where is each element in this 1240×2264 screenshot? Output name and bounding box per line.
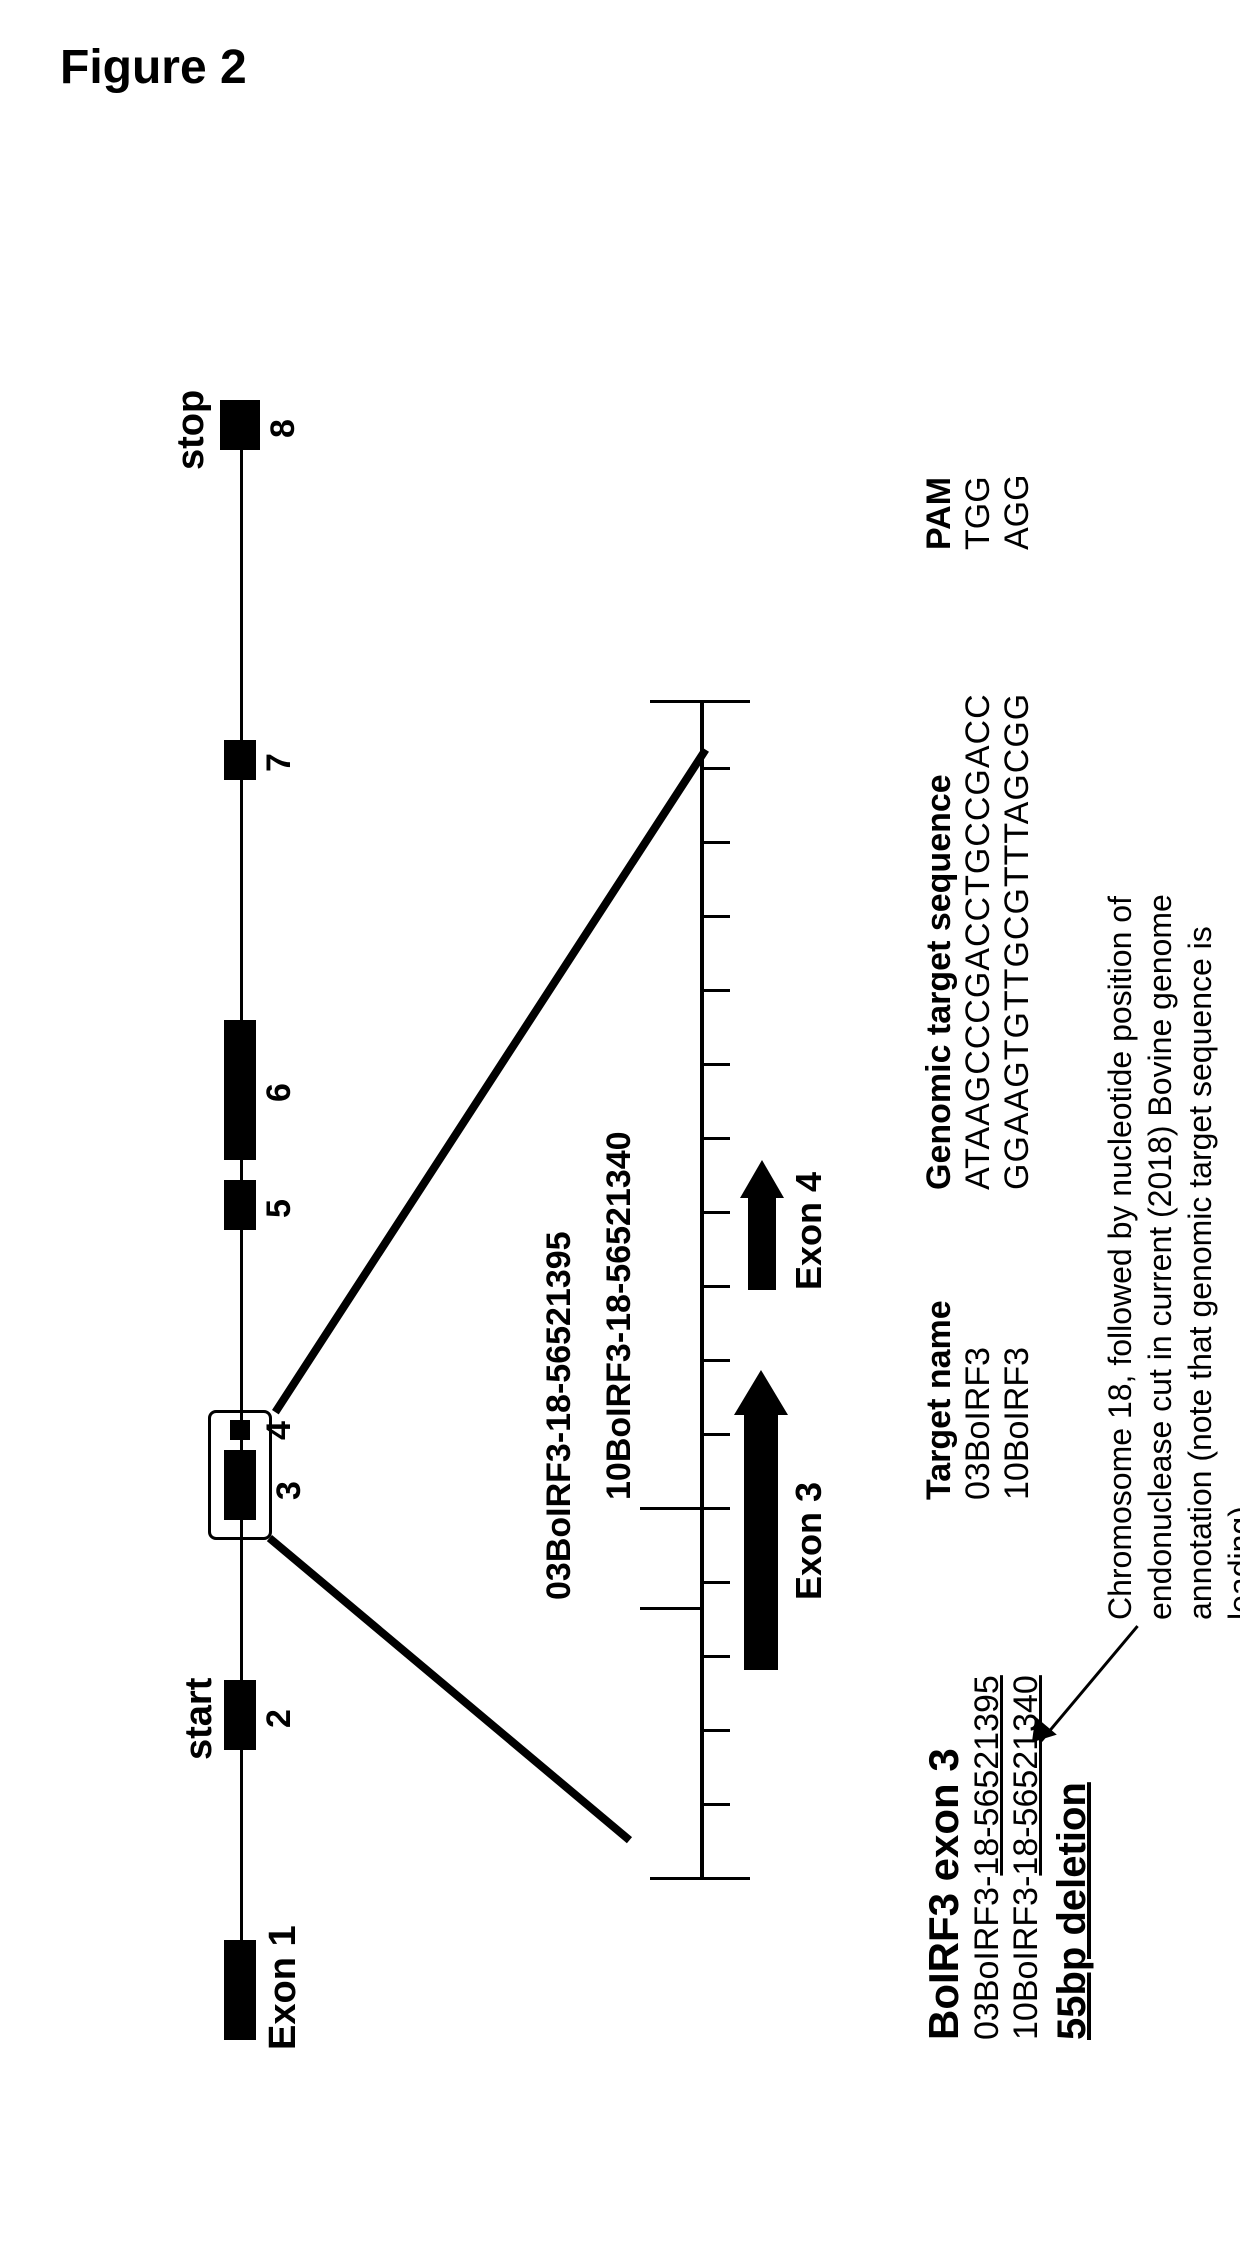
- target10-tick: [640, 1507, 700, 1510]
- note-line-1: Chromosome 18, followed by nucleotide po…: [1100, 894, 1140, 1620]
- exon8-n: 8: [264, 419, 303, 438]
- ruler-endcap-right: [650, 700, 750, 703]
- info-title: BoIRF3 exon 3: [920, 1675, 968, 2040]
- ruler-tick: [702, 989, 730, 992]
- ruler-tick: [702, 841, 730, 844]
- td-seq-0: ATAAGCCCGACCTGCCGACC: [959, 610, 998, 1190]
- target10-label: 10BoIRF3-18-56521340: [600, 1131, 639, 1500]
- note-line-2: endonuclease cut in current (2018) Bovin…: [1140, 894, 1180, 1620]
- exon-6: [224, 1020, 256, 1160]
- start-label: start: [178, 1678, 221, 1760]
- info-row-10-prefix: 10BoIRF3-: [1007, 1876, 1045, 2040]
- figure-title: Figure 2: [60, 40, 247, 95]
- arrow-body: [744, 1415, 778, 1670]
- ruler-tick: [702, 1137, 730, 1140]
- ruler-tick: [702, 1655, 730, 1658]
- stop-label: stop: [170, 390, 213, 470]
- target03-tick: [640, 1607, 700, 1610]
- exon2-n: 2: [260, 1709, 299, 1728]
- exon5-n: 5: [260, 1199, 299, 1218]
- ruler-tick: [702, 1507, 730, 1510]
- exon4-n: 4: [260, 1421, 299, 1440]
- exon4-detail-label: Exon 4: [788, 1172, 830, 1290]
- td-pam-1: AGG: [998, 430, 1037, 550]
- info-row-03-suffix: 18-56521395: [968, 1675, 1006, 1875]
- td-name-0: 03BoIRF3: [959, 1250, 998, 1500]
- th-seq: Genomic target sequence: [920, 610, 959, 1190]
- exon-8: [220, 400, 260, 450]
- ruler-tick: [702, 767, 730, 770]
- target03-label: 03BoIRF3-18-56521395: [540, 1231, 579, 1600]
- annotation-note: Chromosome 18, followed by nucleotide po…: [1100, 894, 1240, 1620]
- deletion-label: 55bp deletion: [1050, 1675, 1095, 2040]
- ruler-tick: [702, 1211, 730, 1214]
- zoom-line-right: [272, 747, 709, 1414]
- note-line-3: annotation (note that genomic target seq…: [1180, 894, 1220, 1620]
- th-pam: PAM: [920, 430, 959, 550]
- exon3-detail-label: Exon 3: [788, 1482, 830, 1600]
- exon4-arrow: [744, 1160, 780, 1290]
- info-row-03: 03BoIRF3-18-56521395: [968, 1675, 1007, 2040]
- exon3-n: 3: [270, 1481, 309, 1500]
- ruler-tick: [702, 915, 730, 918]
- ruler-tick: [702, 1359, 730, 1362]
- exon6-n: 6: [260, 1083, 299, 1102]
- scale-ruler: [700, 700, 704, 1880]
- ruler-tick: [702, 1285, 730, 1288]
- ruler-tick: [702, 1063, 730, 1066]
- arrow-body: [748, 1198, 776, 1290]
- gene-diagram: Exon 1 start stop 2 3 4 5 6 7 8: [140, 200, 1140, 2100]
- deletion-info: BoIRF3 exon 3 03BoIRF3-18-56521395 10BoI…: [920, 1675, 1095, 2040]
- exon-7: [224, 740, 256, 780]
- note-line-4: leading): [1220, 894, 1240, 1620]
- exon-1: [224, 1940, 256, 2040]
- exon1-label: Exon 1: [262, 1925, 305, 2050]
- exon3-arrow: [740, 1370, 782, 1670]
- th-target: Target name: [920, 1250, 959, 1500]
- arrow-head-icon: [740, 1160, 784, 1198]
- ruler-tick: [702, 1581, 730, 1584]
- ruler-endcap-left: [650, 1877, 750, 1880]
- info-row-10-suffix: 18-56521340: [1007, 1675, 1045, 1875]
- info-row-03-prefix: 03BoIRF3-: [968, 1876, 1006, 2040]
- arrow-head-icon: [734, 1370, 788, 1415]
- ruler-tick: [702, 1803, 730, 1806]
- td-pam-0: TGG: [959, 430, 998, 550]
- exon7-n: 7: [260, 753, 299, 772]
- target-table: Target name 03BoIRF3 10BoIRF3 Genomic ta…: [920, 430, 1037, 1500]
- ruler-tick: [702, 1729, 730, 1732]
- td-name-1: 10BoIRF3: [998, 1250, 1037, 1500]
- exon-5: [224, 1180, 256, 1230]
- exon-2: [224, 1680, 256, 1750]
- td-seq-1: GGAAGTGTTGCGTTTAGCGG: [998, 610, 1037, 1190]
- ruler-tick: [702, 1433, 730, 1436]
